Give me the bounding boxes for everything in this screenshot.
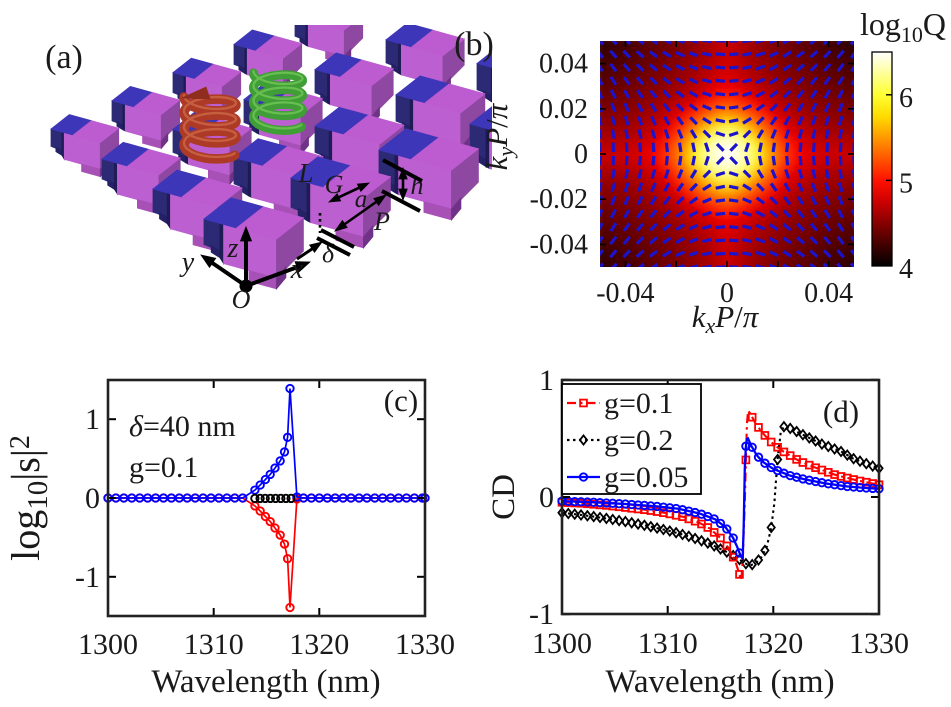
- svg-text:a: a: [355, 186, 368, 213]
- svg-text:(c): (c): [384, 383, 418, 418]
- svg-text:-0.02: -0.02: [530, 184, 588, 215]
- svg-text:G: G: [325, 170, 344, 199]
- svg-text:-1: -1: [529, 598, 554, 631]
- svg-text:(d): (d): [823, 394, 859, 429]
- svg-text:0: 0: [574, 139, 588, 170]
- svg-text:(b): (b): [454, 26, 494, 63]
- svg-text:-1: -1: [75, 561, 100, 594]
- svg-text:1: 1: [85, 403, 100, 436]
- svg-text:-0.04: -0.04: [596, 278, 654, 309]
- svg-text:P: P: [373, 207, 390, 236]
- svg-text:1300: 1300: [532, 627, 592, 660]
- svg-text:0.04: 0.04: [804, 278, 853, 309]
- svg-text:0: 0: [85, 482, 100, 515]
- svg-text:0.02: 0.02: [539, 94, 588, 125]
- svg-text:O: O: [232, 285, 251, 314]
- svg-text:0: 0: [720, 278, 734, 309]
- svg-text:z: z: [227, 233, 239, 264]
- svg-text:6: 6: [899, 83, 913, 114]
- svg-text:δ=40 nm: δ=40 nm: [129, 410, 236, 443]
- svg-text:5: 5: [899, 168, 913, 199]
- svg-text:g=0.2: g=0.2: [604, 424, 673, 457]
- svg-text:L: L: [297, 158, 313, 188]
- svg-text:g=0.1: g=0.1: [129, 451, 198, 484]
- svg-text:1300: 1300: [78, 628, 138, 661]
- svg-text:Wavelength (nm): Wavelength (nm): [151, 664, 380, 700]
- svg-text:1330: 1330: [395, 628, 455, 661]
- svg-text:0.04: 0.04: [539, 49, 588, 80]
- svg-text:g=0.05: g=0.05: [604, 461, 688, 494]
- svg-text:x: x: [290, 254, 304, 285]
- svg-text:(a): (a): [45, 39, 83, 76]
- svg-text:1330: 1330: [849, 627, 909, 660]
- svg-text:CD: CD: [486, 474, 522, 520]
- svg-text:1310: 1310: [638, 627, 698, 660]
- svg-text:Wavelength (nm): Wavelength (nm): [605, 664, 834, 700]
- svg-text:kyP/π: kyP/π: [479, 102, 518, 170]
- svg-text:1310: 1310: [184, 628, 244, 661]
- svg-text:0: 0: [539, 481, 554, 514]
- svg-text:kxP/π: kxP/π: [692, 299, 760, 338]
- svg-text:1320: 1320: [289, 628, 349, 661]
- svg-text:1: 1: [539, 364, 554, 397]
- svg-text:-0.04: -0.04: [530, 229, 588, 260]
- svg-text:log10|s|2: log10|s|2: [3, 435, 54, 561]
- svg-text:g=0.1: g=0.1: [604, 387, 673, 420]
- svg-text:y: y: [179, 247, 195, 278]
- svg-text:1320: 1320: [743, 627, 803, 660]
- svg-text:4: 4: [899, 254, 913, 285]
